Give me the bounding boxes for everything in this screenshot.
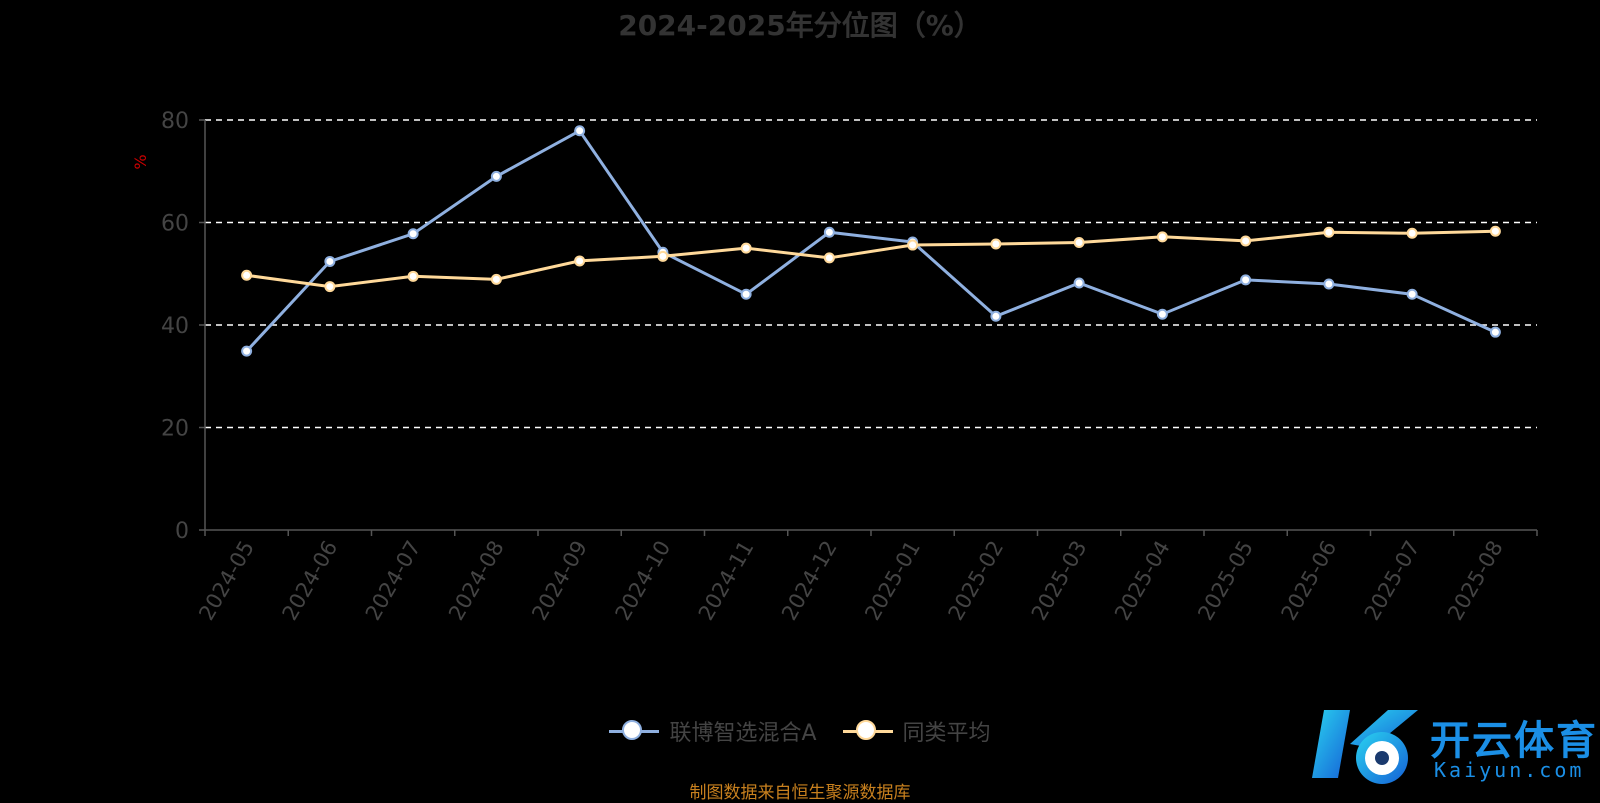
y-axis-label: % <box>131 154 150 169</box>
series-line-b <box>246 229 1496 289</box>
data-point-a <box>241 345 253 357</box>
x-tick-label: 2024-07 <box>361 537 426 625</box>
data-point-a <box>1323 278 1335 290</box>
data-point-b <box>1073 236 1085 248</box>
data-point-a <box>1489 326 1501 338</box>
line-chart: 0 20 40 60 80% 2024-05 2024-06 2024-07 2024-08 20… <box>131 109 1538 624</box>
logo-text: 开云体育 <box>1430 718 1598 764</box>
x-tick-label: 2024-06 <box>278 537 343 625</box>
y-tick-label: 0 <box>175 519 189 544</box>
x-tick-label: 2024-11 <box>694 537 759 625</box>
x-tick-label: 2024-12 <box>777 537 842 625</box>
legend-item-series-b[interactable]: 同类平均 <box>842 715 991 747</box>
data-points <box>241 125 1501 357</box>
logo-subtext: Kaiyun.com <box>1434 758 1585 782</box>
legend-item-series-a[interactable]: 联博智选混合A <box>609 715 817 747</box>
x-tick-label: 2025-03 <box>1027 537 1092 625</box>
data-point-b <box>241 269 253 281</box>
legend-marker-series-a <box>609 720 660 742</box>
series-lines <box>245 128 1497 353</box>
y-tick-label: 20 <box>161 417 189 442</box>
data-point-a <box>990 310 1002 322</box>
data-point-a <box>1156 308 1168 320</box>
data-point-b <box>990 238 1002 250</box>
data-point-a <box>1073 277 1085 289</box>
y-tick-label: 40 <box>161 314 189 339</box>
chart-title: 2024-2025年分位图（%） <box>618 9 982 42</box>
x-tick-label: 2025-02 <box>944 537 1009 625</box>
data-point-b <box>740 242 752 254</box>
grid-lines <box>205 119 1537 429</box>
legend-marker-series-b <box>842 720 893 742</box>
data-point-b <box>490 273 502 285</box>
y-tick-label: 80 <box>161 109 189 134</box>
x-tick-label: 2024-10 <box>611 537 676 625</box>
data-point-b <box>324 281 336 293</box>
data-point-a <box>823 226 835 238</box>
data-point-a <box>740 288 752 300</box>
x-tick-label: 2025-04 <box>1110 537 1175 625</box>
data-point-a <box>324 255 336 267</box>
legend-label-series-b: 同类平均 <box>902 721 991 746</box>
axes <box>199 119 1538 536</box>
x-tick-label: 2024-08 <box>444 537 509 625</box>
data-point-a <box>407 228 419 240</box>
data-point-a <box>1240 274 1252 286</box>
data-point-b <box>1156 231 1168 243</box>
x-tick-label: 2024-09 <box>527 537 592 625</box>
data-point-b <box>907 239 919 251</box>
data-source-note: 制图数据来自恒生聚源数据库 <box>689 783 911 803</box>
tick-labels: 0 20 40 60 80% 2024-05 2024-06 2024-07 2024-08 20… <box>131 109 1508 624</box>
x-tick-label: 2025-05 <box>1193 537 1258 625</box>
data-point-b <box>1323 226 1335 238</box>
data-point-b <box>1489 225 1501 237</box>
data-point-b <box>407 270 419 282</box>
brand-logo: 开云体育 Kaiyun.com <box>1310 700 1600 790</box>
y-tick-label: 60 <box>161 212 189 237</box>
data-point-a <box>574 125 586 137</box>
series-line-a <box>245 128 1497 353</box>
data-point-b <box>1406 227 1418 239</box>
legend-label-series-a: 联博智选混合A <box>669 721 817 746</box>
x-tick-label: 2025-06 <box>1277 537 1342 625</box>
x-tick-label: 2024-05 <box>194 537 259 625</box>
x-tick-label: 2025-01 <box>860 537 925 625</box>
x-tick-label: 2025-08 <box>1443 537 1508 625</box>
data-point-a <box>1406 288 1418 300</box>
logo-icon <box>1312 710 1418 784</box>
data-point-a <box>490 170 502 182</box>
legend: 联博智选混合A 同类平均 <box>0 715 1600 747</box>
data-point-b <box>657 250 669 262</box>
data-point-b <box>574 255 586 267</box>
x-tick-label: 2025-07 <box>1360 537 1425 625</box>
data-point-b <box>1240 235 1252 247</box>
data-point-b <box>823 252 835 264</box>
